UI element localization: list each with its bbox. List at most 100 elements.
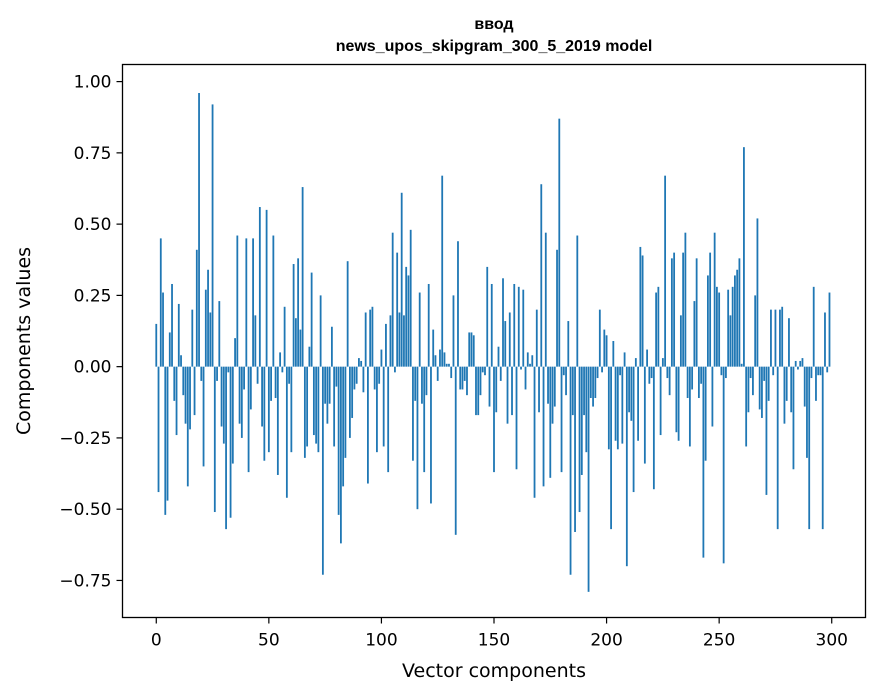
bar: [783, 366, 786, 424]
bar: [727, 289, 730, 367]
chart-title: ввод: [474, 16, 513, 33]
bar: [391, 232, 394, 367]
y-tick-label: 0.75: [74, 144, 112, 164]
bar: [567, 321, 570, 367]
bar: [369, 309, 372, 367]
bar: [265, 209, 268, 367]
bar: [655, 292, 658, 367]
bar: [385, 323, 387, 367]
bar: [806, 366, 808, 458]
bar: [560, 366, 563, 473]
bar: [664, 175, 667, 367]
x-tick-label: 250: [703, 631, 735, 651]
bar: [524, 366, 527, 390]
bar: [450, 366, 453, 379]
bar: [508, 312, 511, 367]
bar: [652, 366, 655, 490]
x-tick-label: 300: [816, 631, 848, 651]
bar: [749, 366, 752, 379]
bar: [351, 366, 354, 418]
bar: [362, 366, 365, 393]
bar: [288, 366, 291, 384]
y-tick-label: −0.50: [59, 500, 111, 520]
bar: [222, 366, 225, 444]
bar: [283, 306, 286, 367]
bar: [589, 366, 592, 399]
bar: [324, 366, 327, 404]
bar: [601, 366, 603, 373]
bar: [713, 232, 716, 367]
bar: [425, 366, 428, 396]
bar: [319, 295, 322, 367]
plot-frame: [121, 63, 867, 619]
bar: [583, 366, 585, 416]
x-axis-ticks: 0 50 100 150 200 250 300: [151, 617, 848, 651]
bar: [177, 303, 180, 367]
y-tick-label: 0.25: [74, 286, 112, 306]
bar: [603, 329, 606, 367]
bar: [565, 366, 567, 396]
bar: [335, 366, 338, 387]
bar: [373, 366, 376, 390]
bars: [155, 93, 831, 592]
bar: [499, 366, 502, 381]
bar: [828, 292, 831, 367]
bar: [729, 315, 732, 367]
y-axis-ticks: 1.00 0.75 0.50 0.25 0.00 −0.25 −0.50 −0.75: [59, 73, 123, 591]
bar: [400, 192, 403, 367]
bar: [691, 366, 694, 390]
bar: [441, 175, 444, 367]
bar: [484, 366, 486, 376]
bar: [488, 366, 491, 407]
bar: [249, 366, 252, 410]
bar: [452, 295, 455, 367]
bar: [761, 366, 763, 418]
bar: [243, 366, 245, 390]
bar: [709, 252, 712, 367]
bar: [740, 363, 743, 367]
y-tick-label: −0.75: [59, 571, 111, 591]
bar: [349, 366, 351, 438]
bar: [571, 366, 574, 416]
bar: [605, 335, 608, 367]
bar: [553, 366, 556, 407]
bar: [544, 232, 547, 367]
bar: [387, 366, 390, 473]
bar: [632, 366, 635, 493]
x-tick-label: 150: [478, 631, 510, 651]
bar: [445, 363, 448, 367]
bar: [535, 309, 538, 367]
bar: [704, 366, 707, 461]
bar: [607, 366, 610, 450]
bar: [204, 289, 207, 367]
bar: [752, 366, 754, 396]
bar: [427, 283, 430, 367]
bar: [538, 366, 540, 413]
bar: [481, 366, 484, 373]
bar: [306, 366, 309, 447]
bar: [434, 355, 437, 367]
bar: [443, 352, 446, 367]
bar: [276, 366, 279, 475]
bar: [610, 366, 612, 530]
bar: [716, 286, 718, 367]
bar: [448, 363, 450, 367]
bar: [754, 295, 757, 367]
bar: [180, 355, 182, 367]
bar: [418, 292, 421, 367]
bar: [700, 366, 703, 384]
bar: [531, 355, 534, 367]
bar: [725, 366, 727, 379]
bar: [256, 366, 259, 384]
bar: [468, 332, 471, 367]
bar: [193, 366, 196, 416]
bar: [396, 252, 399, 367]
y-tick-label: 0.00: [74, 358, 112, 378]
bar: [378, 366, 381, 384]
bar: [711, 366, 714, 427]
bar: [166, 366, 169, 501]
bar: [693, 301, 696, 367]
bar: [376, 366, 378, 453]
bar: [312, 366, 315, 436]
x-tick-label: 200: [590, 631, 622, 651]
